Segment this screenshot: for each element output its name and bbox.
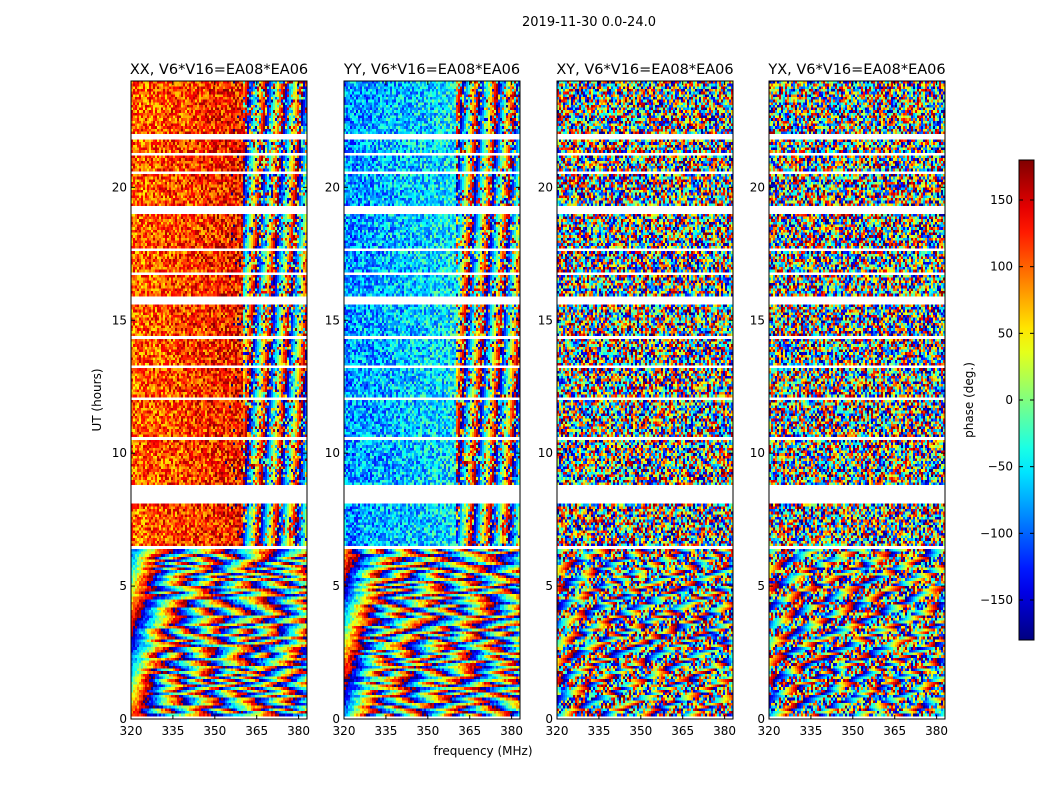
x-tick-label: 335 bbox=[161, 724, 184, 738]
x-tick-label: 380 bbox=[713, 724, 736, 738]
panel-xx: XX, V6*V16=EA08*EA06 320 335 350 365 380 0 5 10 1… bbox=[112, 62, 310, 738]
colorbar-tick-label: −100 bbox=[980, 526, 1013, 540]
colorbar-tick-label: −150 bbox=[980, 593, 1013, 607]
x-tick-label: 335 bbox=[799, 724, 822, 738]
figure-title: 2019-11-30 0.0-24.0 bbox=[522, 15, 656, 30]
x-tick-label: 335 bbox=[587, 724, 610, 738]
panel-title: XX, V6*V16=EA08*EA06 bbox=[130, 62, 308, 78]
x-tick-label: 350 bbox=[203, 724, 226, 738]
x-tick-label: 350 bbox=[629, 724, 652, 738]
y-axis-label: UT (hours) bbox=[90, 368, 104, 431]
heatmap-image bbox=[769, 81, 945, 719]
colorbar-tick-label: 50 bbox=[998, 326, 1013, 340]
panel-title: XY, V6*V16=EA08*EA06 bbox=[556, 62, 733, 78]
panel-title: YX, V6*V16=EA08*EA06 bbox=[767, 62, 945, 78]
x-tick-label: 380 bbox=[287, 724, 310, 738]
heatmap-image bbox=[131, 81, 307, 719]
panels-group: XX, V6*V16=EA08*EA06 320 335 350 365 380 0 5 10 1… bbox=[112, 62, 948, 738]
y-tick-label: 0 bbox=[119, 712, 127, 726]
x-tick-label: 380 bbox=[500, 724, 523, 738]
y-tick-label: 10 bbox=[750, 446, 765, 460]
x-tick-label: 365 bbox=[883, 724, 906, 738]
panel-title: YY, V6*V16=EA08*EA06 bbox=[343, 62, 520, 78]
x-tick-label: 365 bbox=[245, 724, 268, 738]
y-tick-label: 5 bbox=[757, 579, 765, 593]
colorbar: 150 100 50 0 −50 −100 −150 bbox=[980, 159, 1035, 641]
heatmap-image bbox=[557, 81, 733, 719]
x-tick-label: 320 bbox=[333, 724, 356, 738]
y-tick-label: 10 bbox=[538, 446, 553, 460]
y-tick-label: 15 bbox=[325, 313, 340, 327]
y-tick-label: 15 bbox=[112, 313, 127, 327]
x-tick-label: 350 bbox=[416, 724, 439, 738]
colorbar-tick-label: 0 bbox=[1005, 393, 1013, 407]
x-tick-label: 320 bbox=[546, 724, 569, 738]
panel-yy: YY, V6*V16=EA08*EA06 320 335 350 365 380 0 5 10 1… bbox=[325, 62, 523, 738]
heatmap-image bbox=[344, 81, 520, 719]
x-tick-label: 335 bbox=[374, 724, 397, 738]
y-tick-label: 20 bbox=[325, 180, 340, 194]
x-axis-label: frequency (MHz) bbox=[433, 744, 532, 758]
colorbar-tick-label: −50 bbox=[988, 460, 1013, 474]
x-tick-label: 350 bbox=[841, 724, 864, 738]
y-tick-label: 20 bbox=[112, 180, 127, 194]
y-tick-label: 15 bbox=[750, 313, 765, 327]
y-tick-label: 20 bbox=[750, 180, 765, 194]
y-tick-label: 15 bbox=[538, 313, 553, 327]
colorbar-tick-label: 100 bbox=[990, 260, 1013, 274]
panel-frame bbox=[768, 80, 946, 720]
colorbar-tick-label: 150 bbox=[990, 193, 1013, 207]
panel-frame bbox=[556, 80, 734, 720]
y-tick-label: 0 bbox=[332, 712, 340, 726]
panel-frame bbox=[343, 80, 521, 720]
y-tick-label: 5 bbox=[332, 579, 340, 593]
x-tick-label: 320 bbox=[758, 724, 781, 738]
x-tick-label: 365 bbox=[671, 724, 694, 738]
x-tick-label: 365 bbox=[458, 724, 481, 738]
y-tick-label: 0 bbox=[757, 712, 765, 726]
y-tick-label: 10 bbox=[325, 446, 340, 460]
panel-xy: XY, V6*V16=EA08*EA06 320 335 350 365 380 0 5 10 1… bbox=[538, 62, 736, 738]
x-tick-label: 380 bbox=[925, 724, 948, 738]
panel-yx: YX, V6*V16=EA08*EA06 320 335 350 365 380 0 5 10 1… bbox=[750, 62, 948, 738]
y-tick-label: 10 bbox=[112, 446, 127, 460]
y-tick-label: 20 bbox=[538, 180, 553, 194]
panel-frame bbox=[130, 80, 308, 720]
y-tick-label: 5 bbox=[545, 579, 553, 593]
x-tick-label: 320 bbox=[120, 724, 143, 738]
colorbar-label: phase (deg.) bbox=[962, 362, 976, 438]
y-tick-label: 0 bbox=[545, 712, 553, 726]
y-tick-label: 5 bbox=[119, 579, 127, 593]
